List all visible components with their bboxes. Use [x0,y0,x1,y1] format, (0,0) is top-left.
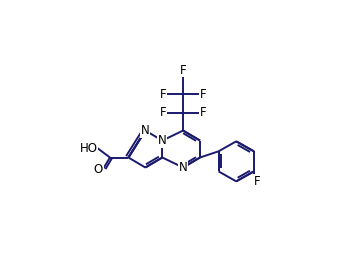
Text: N: N [141,124,150,137]
Text: F: F [200,106,207,119]
Text: F: F [254,175,261,188]
Text: HO: HO [80,142,98,155]
Text: F: F [180,64,186,77]
Text: F: F [200,88,207,101]
Text: N: N [158,134,167,147]
Text: F: F [159,106,166,119]
Text: N: N [179,161,187,174]
Text: F: F [159,88,166,101]
Text: O: O [94,162,103,176]
